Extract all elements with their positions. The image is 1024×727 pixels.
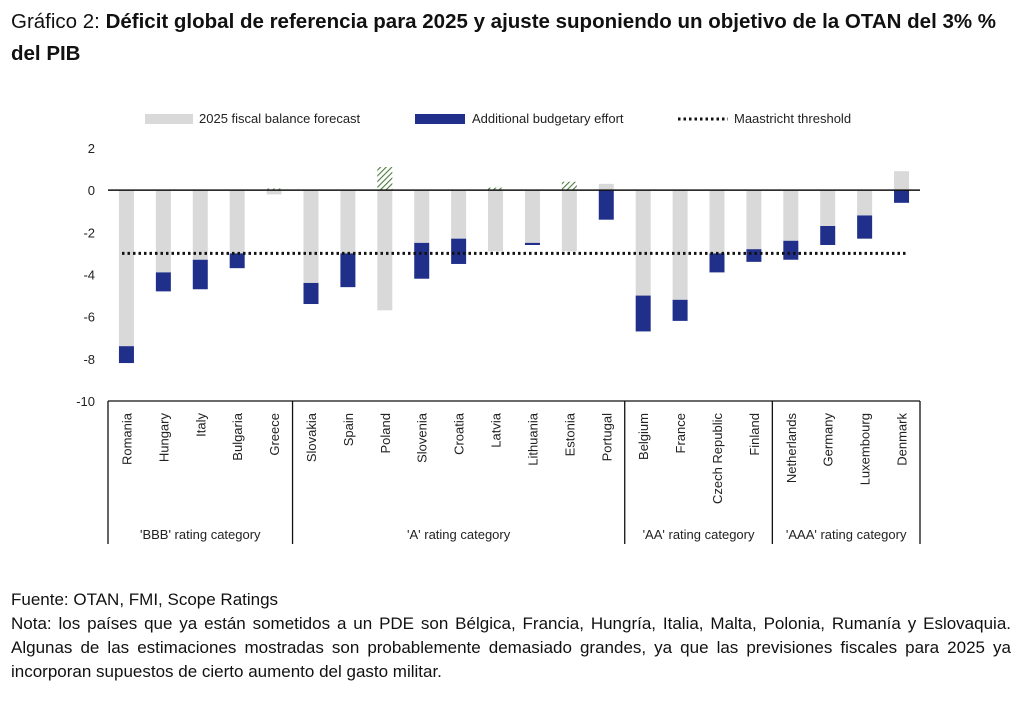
bar-effort xyxy=(598,190,614,220)
bar-forecast xyxy=(635,190,651,296)
source-text: Fuente: OTAN, FMI, Scope Ratings xyxy=(11,590,279,609)
bar-effort xyxy=(229,253,245,269)
bar-surplus-hatch xyxy=(561,181,577,191)
x-tick-label: France xyxy=(673,413,688,453)
bar-effort xyxy=(709,253,725,273)
bar-effort xyxy=(451,238,467,264)
bar-forecast xyxy=(488,190,504,252)
x-tick-label: Denmark xyxy=(895,413,910,466)
x-tick-label: Croatia xyxy=(452,412,467,455)
y-tick-label: -4 xyxy=(83,268,95,283)
x-tick-label: Spain xyxy=(341,413,356,446)
bar-surplus-hatch xyxy=(377,166,393,191)
bar-forecast xyxy=(303,190,319,283)
bar-forecast xyxy=(229,190,245,254)
x-tick-label: Portugal xyxy=(599,413,614,462)
title-prefix: Gráfico 2: xyxy=(11,10,106,33)
title-bold: Déficit global de referencia para 2025 y… xyxy=(11,10,997,65)
bar-forecast xyxy=(672,190,688,300)
bar-effort xyxy=(524,242,540,245)
y-tick-label: -10 xyxy=(76,394,95,409)
bar-forecast xyxy=(857,190,873,216)
x-tick-label: Slovenia xyxy=(415,412,430,463)
x-tick-label: Netherlands xyxy=(784,413,799,484)
x-tick-label: Italy xyxy=(193,413,208,437)
legend-swatch-effort xyxy=(415,114,465,124)
bar-forecast xyxy=(118,190,134,347)
x-tick-label: Greece xyxy=(267,413,282,456)
x-tick-label: Finland xyxy=(747,413,762,456)
bar-forecast xyxy=(414,190,430,243)
y-tick-label: 0 xyxy=(88,183,95,198)
bar-forecast xyxy=(266,190,282,195)
bar-forecast xyxy=(598,183,614,191)
chart-title: Gráfico 2: Déficit global de referencia … xyxy=(11,6,1011,70)
x-tick-label: Lithuania xyxy=(525,412,540,466)
legend-label-threshold: Maastricht threshold xyxy=(734,111,851,126)
x-tick-label: Czech Republic xyxy=(710,413,725,505)
bar-forecast xyxy=(894,171,910,191)
x-tick-label: Bulgaria xyxy=(230,412,245,460)
bar-forecast xyxy=(783,190,799,241)
x-tick-label: Latvia xyxy=(489,412,504,447)
legend-swatch-forecast xyxy=(145,114,193,124)
footer: Fuente: OTAN, FMI, Scope Ratings Nota: l… xyxy=(11,588,1011,684)
bar-forecast xyxy=(524,190,540,243)
y-tick-label: -6 xyxy=(83,310,95,325)
x-tick-label: Germany xyxy=(821,413,836,467)
y-tick-label: -2 xyxy=(83,225,95,240)
bar-effort xyxy=(635,295,651,332)
bar-forecast xyxy=(451,190,467,239)
bar-surplus-hatch xyxy=(266,188,282,191)
bar-effort xyxy=(414,242,430,279)
bar-chart: 2025 fiscal balance forecast Additional b… xyxy=(76,111,921,544)
x-tick-label: Romania xyxy=(119,412,134,465)
bar-effort xyxy=(894,190,910,203)
bar-forecast xyxy=(340,190,356,254)
bar-effort xyxy=(672,299,688,321)
x-tick-label: Slovakia xyxy=(304,412,319,462)
note-text: Nota: los países que ya están sometidos … xyxy=(11,614,1011,681)
x-tick-label: Belgium xyxy=(636,413,651,460)
bar-forecast xyxy=(377,190,393,311)
bar-effort xyxy=(155,272,171,292)
bar-forecast xyxy=(820,190,836,227)
x-tick-label: Poland xyxy=(378,413,393,453)
bar-forecast xyxy=(709,190,725,254)
group-label: 'BBB' rating category xyxy=(140,527,261,542)
bar-effort xyxy=(303,282,319,305)
group-label: 'AA' rating category xyxy=(643,527,755,542)
y-tick-label: -8 xyxy=(83,352,95,367)
x-tick-label: Hungary xyxy=(156,413,171,463)
bar-effort xyxy=(783,240,799,260)
bar-forecast xyxy=(561,190,577,252)
y-tick-label: 2 xyxy=(88,141,95,156)
bar-effort xyxy=(340,253,356,288)
legend-label-forecast: 2025 fiscal balance forecast xyxy=(199,111,361,126)
bar-effort xyxy=(118,346,134,364)
bar-effort xyxy=(192,259,208,290)
bar-surplus-hatch xyxy=(488,187,504,191)
group-label: 'A' rating category xyxy=(407,527,511,542)
legend-label-effort: Additional budgetary effort xyxy=(472,111,624,126)
bar-forecast xyxy=(192,190,208,260)
x-tick-label: Luxembourg xyxy=(858,413,873,485)
bar-forecast xyxy=(155,190,171,273)
x-tick-label: Estonia xyxy=(562,412,577,456)
bar-effort xyxy=(857,215,873,239)
bar-effort xyxy=(746,249,762,262)
bar-forecast xyxy=(746,190,762,250)
group-label: 'AAA' rating category xyxy=(786,527,907,542)
bar-effort xyxy=(820,226,836,245)
